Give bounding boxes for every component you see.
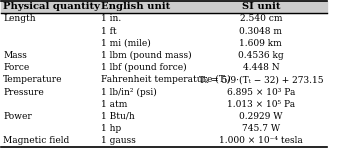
Text: 2.540 cm: 2.540 cm (240, 14, 282, 23)
Text: 1 Btu/h: 1 Btu/h (101, 112, 135, 121)
Text: 1 ft: 1 ft (101, 27, 117, 36)
Text: 1.013 × 10⁵ Pa: 1.013 × 10⁵ Pa (227, 100, 295, 109)
Text: 6.895 × 10³ Pa: 6.895 × 10³ Pa (227, 88, 295, 97)
Text: SI unit: SI unit (242, 2, 280, 11)
Text: 745.7 W: 745.7 W (242, 124, 280, 133)
Text: 1 mi (mile): 1 mi (mile) (101, 39, 151, 48)
Text: Temperature: Temperature (3, 75, 63, 84)
Text: 1 hp: 1 hp (101, 124, 121, 133)
Text: English unit: English unit (101, 2, 171, 11)
Text: Length: Length (3, 14, 36, 23)
Text: 1 lb/in² (psi): 1 lb/in² (psi) (101, 87, 157, 97)
Text: 1 lbf (pound force): 1 lbf (pound force) (101, 63, 187, 72)
Text: Magnetic field: Magnetic field (3, 136, 69, 145)
Text: 1 in.: 1 in. (101, 14, 121, 23)
Text: 1.609 km: 1.609 km (240, 39, 282, 48)
Text: 4.448 N: 4.448 N (243, 63, 279, 72)
Text: 0.3048 m: 0.3048 m (239, 27, 282, 36)
Text: 1 gauss: 1 gauss (101, 136, 136, 145)
Text: Physical quantity: Physical quantity (3, 2, 100, 11)
Text: 0.4536 kg: 0.4536 kg (238, 51, 284, 60)
Text: 1 atm: 1 atm (101, 100, 127, 109)
Text: 1.000 × 10⁻⁴ tesla: 1.000 × 10⁻⁴ tesla (219, 136, 303, 145)
Text: 1 lbm (pound mass): 1 lbm (pound mass) (101, 51, 192, 60)
Text: Force: Force (3, 63, 30, 72)
Text: Pressure: Pressure (3, 88, 44, 97)
Text: Mass: Mass (3, 51, 27, 60)
Text: Power: Power (3, 112, 32, 121)
Text: Fahrenheit temperature (Tₜ): Fahrenheit temperature (Tₜ) (101, 75, 231, 84)
Text: Tₖ = 5/9·(Tₜ − 32) + 273.15: Tₖ = 5/9·(Tₜ − 32) + 273.15 (198, 75, 323, 84)
Bar (1, 1, 327, 13)
Text: 0.2929 W: 0.2929 W (239, 112, 283, 121)
